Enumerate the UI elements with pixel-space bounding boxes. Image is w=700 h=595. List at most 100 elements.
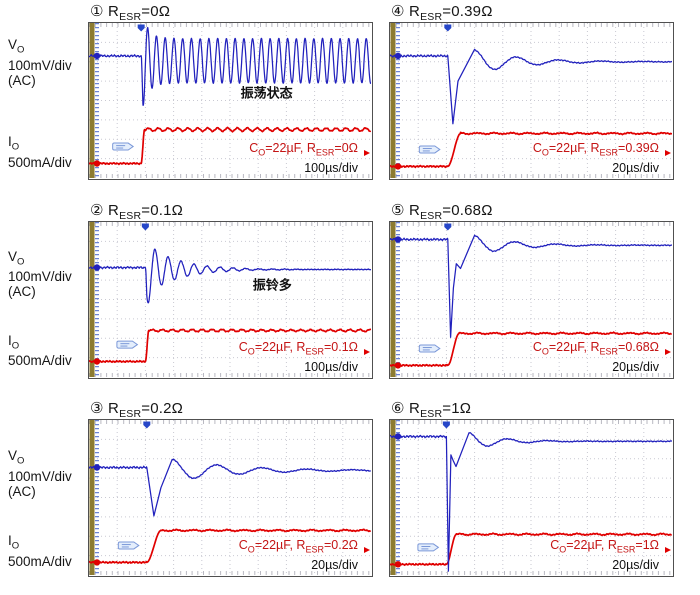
acquire-tag <box>418 145 441 154</box>
text-segment: ③ R <box>90 400 120 417</box>
io-channel-marker <box>394 561 402 568</box>
subscript-text: O <box>17 456 25 468</box>
scope-panel-3: ③ RESR=0.2Ω CO=22µF, RESR=0.2Ω 20µs/div <box>88 399 373 577</box>
panel-title: ⑥ RESR=1Ω <box>389 399 674 420</box>
text-segment: =0.39Ω <box>442 3 493 20</box>
text-segment: ⑤ R <box>391 202 421 219</box>
text-segment: =22µF, R <box>254 340 306 354</box>
vo-channel-marker <box>394 52 402 60</box>
vo-trace <box>89 26 371 107</box>
text-segment: =0Ω <box>334 141 358 155</box>
annotation-text: 振荡状态 <box>240 86 293 102</box>
condition-text: CO=22µF, RESR=0Ω <box>249 141 358 161</box>
subscript-text: ESR <box>599 147 619 158</box>
subscript-text: ESR <box>315 147 335 158</box>
text-segment: ② R <box>90 202 120 219</box>
text-segment: V <box>8 448 18 464</box>
panel-title: ② RESR=0.1Ω <box>88 201 373 222</box>
text-segment: =0.1Ω <box>323 340 358 354</box>
acquire-tag <box>417 543 440 552</box>
text-segment: C <box>249 141 259 155</box>
subscript-text: O <box>11 142 20 154</box>
io-axis-label: IO 500mA/div <box>8 134 86 170</box>
io-scale-line: 500mA/div <box>8 554 72 570</box>
io-channel-marker <box>394 163 402 170</box>
vo-channel-marker <box>394 236 402 243</box>
text-segment: =22µF, R <box>548 340 600 354</box>
timebase-text: 100µs/div <box>304 160 358 175</box>
io-channel-marker <box>394 362 402 369</box>
io-trace <box>89 126 371 166</box>
subscript-text: ESR <box>420 408 443 420</box>
left-olive-bar <box>89 23 95 178</box>
right-edge-marker <box>364 349 370 355</box>
subscript-text: O <box>247 346 255 357</box>
vo-trace <box>89 248 371 304</box>
text-segment: V <box>8 36 18 52</box>
left-olive-bar <box>390 23 396 178</box>
vo-channel-name: VO <box>8 448 86 469</box>
io-channel-name: IO <box>8 134 86 155</box>
io-trace <box>89 528 371 565</box>
condition-text: CO=22µF, RESR=0.39Ω <box>533 141 659 161</box>
vo-trace <box>390 431 672 572</box>
oscilloscope-screen: CO=22µF, RESR=0.2Ω 20µs/div <box>88 419 373 577</box>
waveform-plot <box>390 23 672 178</box>
text-segment: =0.39Ω <box>618 141 659 155</box>
vo-trace <box>89 458 371 517</box>
left-olive-bar <box>390 222 396 377</box>
io-trace <box>89 328 371 364</box>
io-channel-marker <box>93 160 101 167</box>
io-scale-line: 500mA/div <box>8 353 72 369</box>
text-segment: =0.1Ω <box>141 202 184 219</box>
vo-channel-marker <box>93 264 101 271</box>
text-segment: =22µF, R <box>548 141 600 155</box>
text-segment: ① R <box>90 3 120 20</box>
subscript-text: ESR <box>420 11 443 23</box>
condition-text: CO=22µF, RESR=1Ω <box>550 538 659 558</box>
vo-channel-marker <box>93 52 101 60</box>
panel-title: ⑤ RESR=0.68Ω <box>389 201 674 222</box>
waveform-plot <box>89 222 371 377</box>
text-segment: =1Ω <box>635 538 659 552</box>
subscript-text: O <box>17 256 25 268</box>
subscript-text: O <box>559 544 567 555</box>
subscript-text: O <box>541 147 549 158</box>
condition-readout: CO=22µF, RESR=0.39Ω 20µs/div <box>533 141 659 176</box>
trigger-marker <box>137 24 145 32</box>
text-segment: =0.2Ω <box>141 400 184 417</box>
text-segment: C <box>238 340 248 354</box>
waveform-plot <box>390 222 672 377</box>
condition-readout: CO=22µF, RESR=0.68Ω 20µs/div <box>533 340 659 375</box>
vo-axis-label: VO 100mV/div (AC) <box>8 37 86 88</box>
subscript-text: O <box>11 541 20 553</box>
text-segment: ⑥ R <box>391 400 421 417</box>
subscript-text: ESR <box>119 11 142 23</box>
oscilloscope-screen: CO=22µF, RESR=0.39Ω 20µs/div <box>389 22 674 180</box>
right-edge-marker <box>665 150 671 156</box>
timebase-text: 100µs/div <box>304 359 358 374</box>
scope-panel-2: ② RESR=0.1Ω 振铃多 CO=22µF, RESR=0.1Ω 100µs/di… <box>88 201 373 379</box>
trigger-marker <box>444 223 452 231</box>
oscilloscope-screen: CO=22µF, RESR=1Ω 20µs/div <box>389 419 674 577</box>
io-trace <box>390 131 672 169</box>
text-segment: C <box>532 340 542 354</box>
text-segment: ④ R <box>391 3 421 20</box>
subscript-text: O <box>541 346 549 357</box>
acquire-tag <box>117 541 140 550</box>
vo-channel-marker <box>93 464 101 471</box>
trigger-marker <box>442 421 450 429</box>
panel-title: ③ RESR=0.2Ω <box>88 399 373 420</box>
vo-trace <box>390 234 672 338</box>
io-channel-name: IO <box>8 333 86 354</box>
io-trace <box>390 331 672 368</box>
io-axis-label: IO 500mA/div <box>8 333 86 369</box>
oscilloscope-screen: 振荡状态 CO=22µF, RESR=0Ω 100µs/div <box>88 22 373 180</box>
subscript-text: O <box>11 340 20 352</box>
vo-channel-name: VO <box>8 249 86 270</box>
condition-readout: CO=22µF, RESR=0.1Ω 100µs/div <box>239 340 358 375</box>
text-segment: =1Ω <box>442 400 472 417</box>
vo-channel-name: VO <box>8 37 86 58</box>
condition-readout: CO=22µF, RESR=0Ω 100µs/div <box>249 141 358 176</box>
left-olive-bar <box>89 420 95 575</box>
